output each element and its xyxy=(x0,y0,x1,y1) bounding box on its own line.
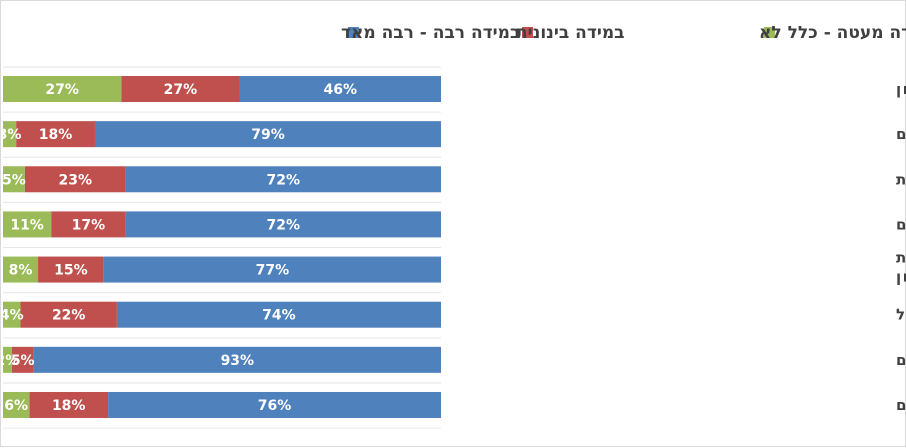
bar-segment xyxy=(3,301,21,328)
legend-swatch xyxy=(348,27,359,38)
category-label: יש שינוי בקשר בין המשפחות למעון xyxy=(896,80,906,98)
data-label: 15% xyxy=(54,263,88,279)
legend-swatch xyxy=(522,27,533,38)
data-label: 17% xyxy=(72,217,106,233)
data-label: 72% xyxy=(267,217,301,233)
bar-segment xyxy=(3,211,52,238)
bar-segment xyxy=(3,391,30,418)
data-label: 46% xyxy=(324,82,358,98)
category-label: יש שינוי בסגנון עבודת הצוות במעון סביב ה… xyxy=(896,215,906,233)
data-label: 76% xyxy=(258,398,292,414)
bar-segment xyxy=(94,121,441,148)
bar-segment xyxy=(3,121,17,148)
category-label: הילדים נחשפים לספרים איכותיים xyxy=(896,351,906,369)
data-label: 2% xyxy=(1,353,19,369)
bar-segment xyxy=(16,121,95,148)
category-label: הילדים קוראים יותר ספרים xyxy=(896,396,906,414)
category-label: ההורים קוראים יותר עם ילדיהם בבית xyxy=(896,170,906,188)
bar-segment xyxy=(239,76,441,102)
data-label: 22% xyxy=(52,308,86,324)
bar-segment xyxy=(3,166,25,193)
bar-segment xyxy=(24,166,126,193)
data-label: 3% xyxy=(1,127,21,143)
bar-segment xyxy=(38,256,104,283)
data-label: 79% xyxy=(251,127,285,143)
data-label: 74% xyxy=(262,308,296,324)
bar-segment xyxy=(121,76,240,102)
data-label: 8% xyxy=(9,263,33,279)
bar-segment xyxy=(29,391,109,418)
bar-segment xyxy=(125,211,441,238)
bar-segment xyxy=(125,166,441,193)
bar-segment xyxy=(20,301,117,328)
data-label: 6% xyxy=(4,398,28,414)
bar-segment xyxy=(3,256,39,283)
data-label: 4% xyxy=(1,308,24,324)
category-label: אוצר המילים של הילדים גדל xyxy=(896,306,906,324)
data-label: 23% xyxy=(59,172,93,188)
bar-segment xyxy=(108,391,442,418)
data-label: 77% xyxy=(256,263,290,279)
category-label: התכנית מחזקת את העיסוק בנושאי ערכים ומור… xyxy=(896,249,906,267)
data-label: 5% xyxy=(2,172,26,188)
category-label: במעון xyxy=(896,268,906,286)
bar-segment xyxy=(3,346,12,373)
legend-label: במידה רבה - רבה מאד xyxy=(341,23,520,43)
data-label: 27% xyxy=(45,82,79,98)
bar-segment xyxy=(33,346,441,373)
bar-segment xyxy=(116,301,441,328)
data-label: 18% xyxy=(52,398,86,414)
data-label: 11% xyxy=(10,217,44,233)
data-label: 72% xyxy=(267,172,301,188)
data-label: 27% xyxy=(164,82,198,98)
legend-swatch xyxy=(764,27,775,38)
bar-segment xyxy=(103,256,442,283)
bar-segment xyxy=(3,76,122,102)
legend-label: במידה בינונית xyxy=(516,23,625,43)
bar-segment xyxy=(11,346,34,373)
category-label: ההורים מודעים יותר לחשיבות הקריאה לילדים xyxy=(896,125,906,143)
data-label: 5% xyxy=(11,353,35,369)
legend-label: במידה מעטה - כלל לא xyxy=(759,23,906,43)
data-label: 18% xyxy=(39,127,73,143)
bar-segment xyxy=(51,211,126,238)
data-label: 93% xyxy=(221,353,255,369)
